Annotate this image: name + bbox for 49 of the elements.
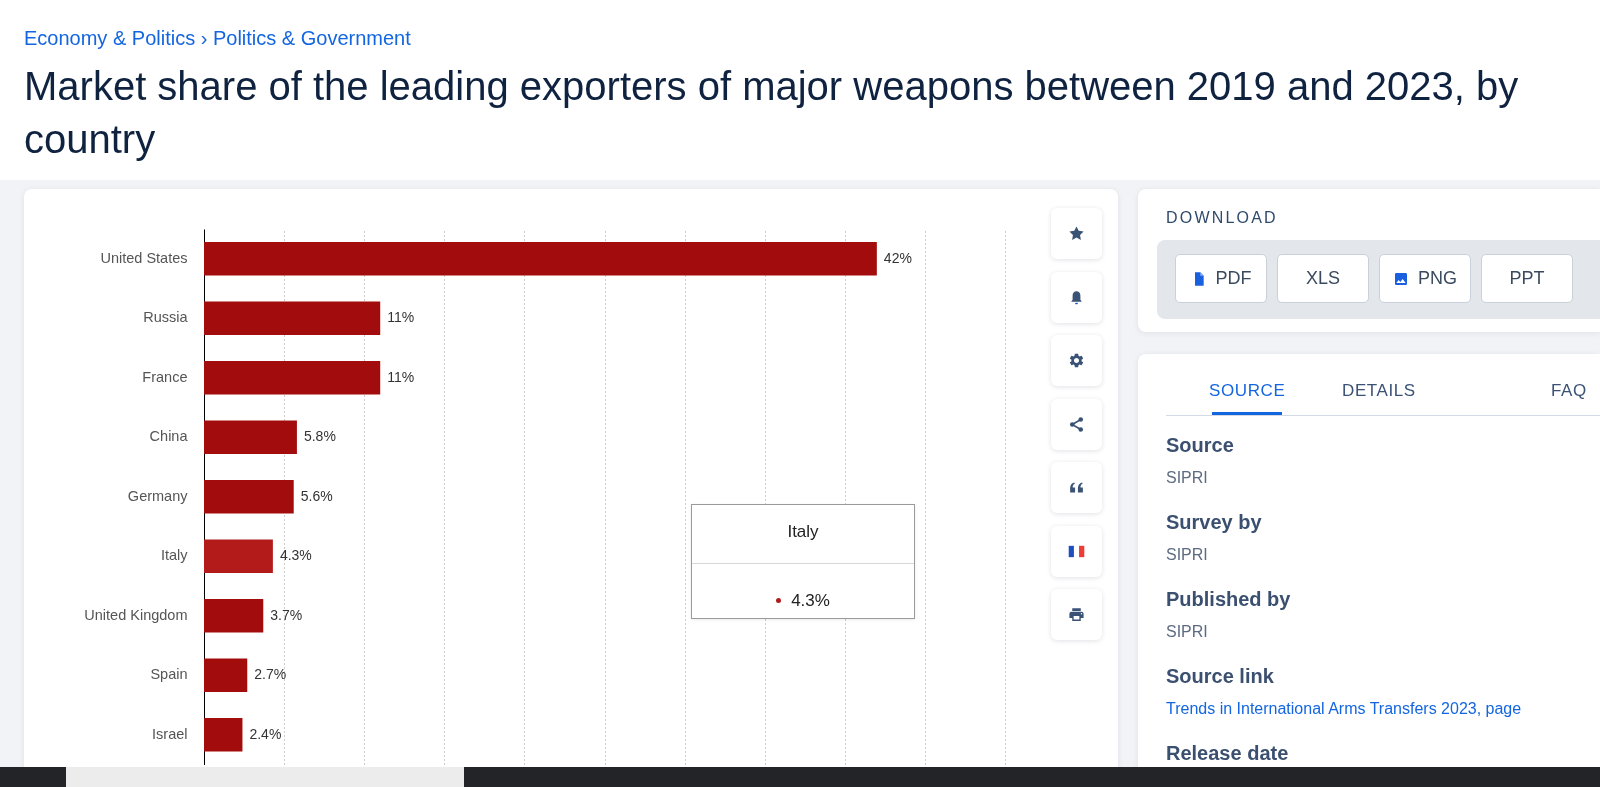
chart-title: Market share of the leading exporters of major weapons between 2019 and 2023, by country bbox=[24, 63, 1520, 163]
text: FAQ bbox=[1551, 381, 1587, 401]
y-tick-label: France bbox=[142, 368, 188, 385]
bar bbox=[204, 480, 294, 514]
data-label: 11% bbox=[387, 368, 415, 385]
annotation: 4.3% bbox=[791, 590, 830, 611]
y-tick-label: United Kingdom bbox=[84, 606, 188, 623]
text: Trends in International Arms Transfers 2023, page bbox=[1166, 700, 1522, 718]
data-label: 5.8% bbox=[303, 428, 336, 445]
y-tick-label: China bbox=[149, 428, 189, 445]
text: DOWNLOAD bbox=[1166, 209, 1278, 227]
y-tick-label: United States bbox=[100, 249, 188, 266]
text: PPT bbox=[1509, 268, 1545, 289]
bar bbox=[204, 361, 381, 395]
chart-subtitle: Economy & Politics › Politics & Government bbox=[24, 27, 411, 50]
bar bbox=[204, 242, 877, 276]
data-label: 11% bbox=[387, 309, 415, 326]
bar bbox=[204, 658, 248, 692]
data-label: 3.7% bbox=[270, 606, 303, 623]
text: PNG bbox=[1417, 268, 1457, 289]
text: PDF bbox=[1215, 268, 1252, 289]
data-label: 42% bbox=[883, 249, 912, 266]
bar bbox=[204, 599, 264, 633]
text: SIPRI bbox=[1166, 546, 1208, 564]
y-tick-label: Spain bbox=[150, 666, 188, 683]
data-label: 4.3% bbox=[279, 547, 312, 564]
y-tick-label: Germany bbox=[127, 487, 189, 504]
y-tick-label: Italy bbox=[160, 547, 189, 564]
y-tick-label: Russia bbox=[143, 309, 189, 326]
bar bbox=[204, 301, 381, 335]
text: Survey by bbox=[1166, 511, 1262, 534]
annotation: Italy bbox=[786, 522, 820, 542]
data-label: 5.6% bbox=[300, 487, 333, 504]
text: Release date bbox=[1166, 742, 1289, 765]
text: DETAILS bbox=[1342, 381, 1416, 401]
text: SOURCE bbox=[1209, 381, 1286, 401]
bar bbox=[204, 539, 273, 573]
data-label: 2.4% bbox=[249, 725, 282, 742]
tooltip: Italy 4.3% bbox=[691, 504, 915, 619]
bar bbox=[204, 718, 243, 752]
y-tick-label: Israel bbox=[152, 725, 188, 742]
bar bbox=[204, 420, 297, 454]
text: SIPRI bbox=[1166, 623, 1208, 641]
source-note: Source link bbox=[1166, 665, 1274, 688]
text: Source bbox=[1166, 434, 1234, 457]
text: Published by bbox=[1166, 588, 1291, 611]
text: XLS bbox=[1305, 268, 1341, 289]
data-label: 2.7% bbox=[254, 666, 287, 683]
text: SIPRI bbox=[1166, 469, 1208, 487]
